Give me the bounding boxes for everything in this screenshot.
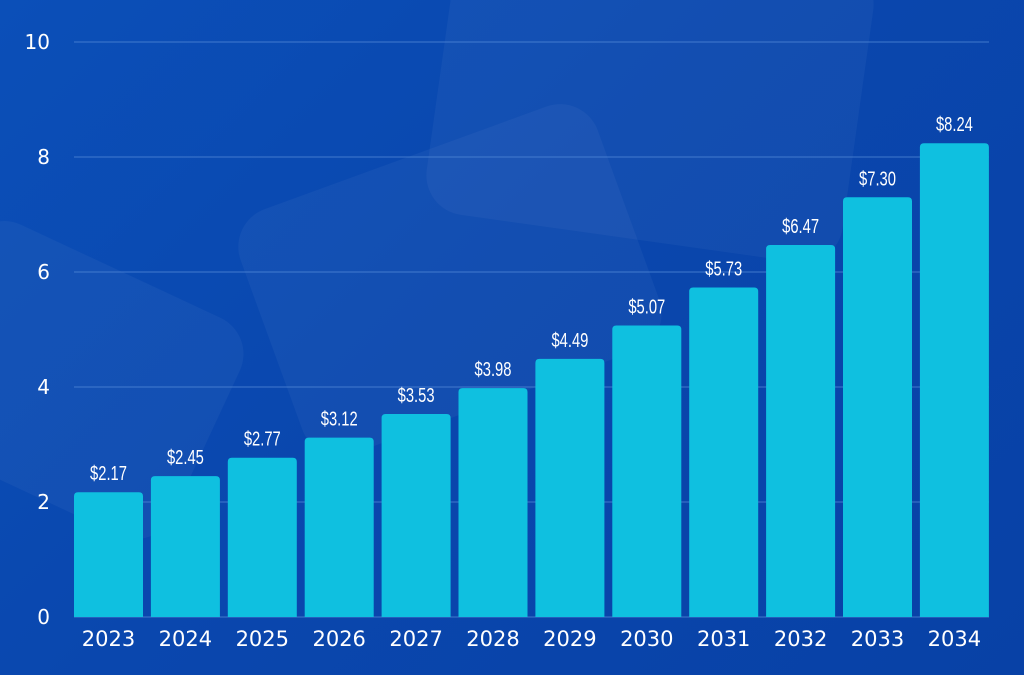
x-tick-label: 2031 xyxy=(697,627,750,651)
x-tick-label: 2029 xyxy=(543,627,596,651)
x-tick-label: 2030 xyxy=(620,627,673,651)
data-label: $8.24 xyxy=(936,113,973,136)
data-label: $5.07 xyxy=(628,295,665,318)
data-label: $5.73 xyxy=(705,257,742,280)
data-label: $3.12 xyxy=(321,407,358,430)
bar-2023 xyxy=(74,492,143,617)
y-tick-label: 10 xyxy=(25,30,50,54)
bar-2025 xyxy=(227,457,297,617)
bar-2029 xyxy=(535,358,605,617)
x-tick-label: 2026 xyxy=(312,627,365,651)
x-tick-label: 2032 xyxy=(774,627,827,651)
y-tick-label: 6 xyxy=(37,260,50,284)
y-tick-label: 8 xyxy=(37,145,50,169)
y-tick-label: 2 xyxy=(37,490,50,514)
data-label: $3.98 xyxy=(475,358,512,381)
bar-2027 xyxy=(381,414,451,617)
data-label: $6.47 xyxy=(782,215,819,238)
bar-2028 xyxy=(458,388,528,617)
data-label: $2.77 xyxy=(244,427,281,450)
x-tick-label: 2023 xyxy=(82,627,135,651)
bar-2024 xyxy=(150,476,220,617)
x-tick-label: 2034 xyxy=(928,627,981,651)
bar-2032 xyxy=(766,244,836,617)
data-label: $3.53 xyxy=(398,384,435,407)
bar-2031 xyxy=(689,287,759,617)
bar-2033 xyxy=(843,197,912,617)
x-tick-label: 2033 xyxy=(851,627,904,651)
x-tick-label: 2027 xyxy=(389,627,442,651)
data-label: $4.49 xyxy=(551,329,588,352)
x-tick-label: 2024 xyxy=(159,627,212,651)
y-tick-label: 0 xyxy=(37,605,50,629)
bar-2030 xyxy=(612,325,682,617)
y-tick-label: 4 xyxy=(37,375,50,399)
bar-2026 xyxy=(304,437,374,617)
data-label: $2.17 xyxy=(90,462,127,485)
x-tick-label: 2025 xyxy=(236,627,289,651)
bar-2034 xyxy=(919,143,989,617)
x-tick-label: 2028 xyxy=(466,627,519,651)
data-label: $7.30 xyxy=(859,167,896,190)
data-label: $2.45 xyxy=(167,446,204,469)
